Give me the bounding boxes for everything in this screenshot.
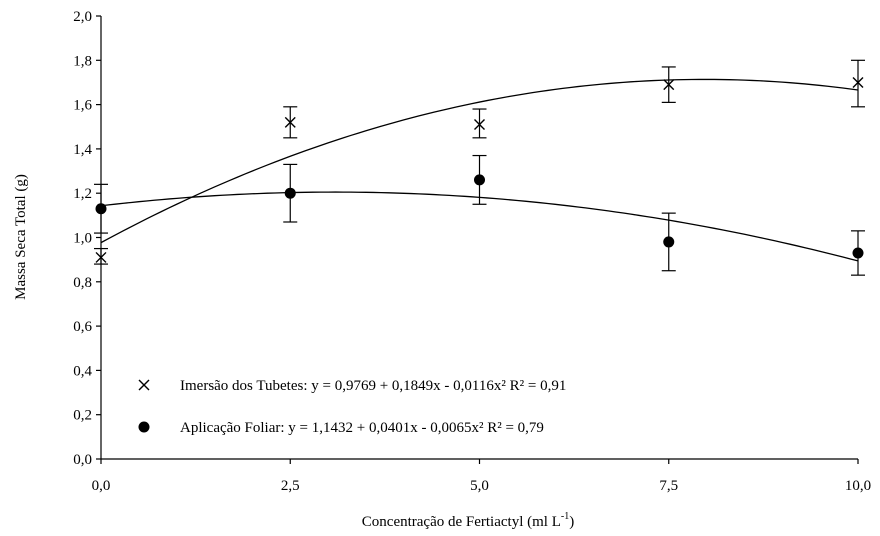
x-marker-stroke <box>663 79 675 91</box>
y-tick-label: 1,2 <box>73 186 92 202</box>
y-axis-label: Massa Seca Total (g) <box>13 174 29 300</box>
x-axis-label-main: Concentração de Fertiactyl (ml L <box>362 514 561 530</box>
x-marker-stroke <box>474 119 485 131</box>
fit-curve-series-1 <box>100 78 859 244</box>
x-tick-label: 2,5 <box>281 478 300 494</box>
y-tick-label: 0,4 <box>73 363 92 379</box>
data-marks <box>94 59 865 276</box>
legend-entry-series-1: Imersão dos Tubetes: y = 0,9769 + 0,1849… <box>180 378 566 394</box>
legend: Imersão dos Tubetes: y = 0,9769 + 0,1849… <box>138 378 566 436</box>
data-point-series-2 <box>284 187 296 199</box>
data-point-series-1 <box>663 79 675 91</box>
x-tick-label: 7,5 <box>659 478 678 494</box>
axes: 0,0 0,2 0,4 0,6 0,8 1,0 1,2 1,4 1,6 1,8 2,0 0,0 2,5 5… <box>73 9 871 494</box>
data-point-series-2 <box>663 236 675 248</box>
y-tick-label: 1,0 <box>73 231 92 247</box>
data-point-series-1 <box>474 119 485 131</box>
x-marker-stroke <box>138 379 150 391</box>
data-point-series-2 <box>95 203 107 215</box>
x-marker-stroke <box>95 251 107 263</box>
y-tick-label: 0,2 <box>73 408 92 424</box>
legend-marker-series-1 <box>138 379 150 391</box>
x-axis-label-end: ) <box>569 514 574 530</box>
error-bar <box>472 108 487 139</box>
data-point-series-2 <box>474 174 485 186</box>
error-bar <box>94 247 108 265</box>
y-tick-label: 0,8 <box>73 275 92 291</box>
y-tick-label: 1,4 <box>73 142 92 158</box>
legend-entry-series-2: Aplicação Foliar: y = 1,1432 + 0,0401x -… <box>180 420 544 436</box>
data-point-series-1 <box>95 251 107 263</box>
legend-marker-series-2 <box>138 421 150 433</box>
data-point-series-2 <box>852 247 864 259</box>
x-axis-label-superscript: -1 <box>561 511 569 522</box>
y-tick-label: 1,8 <box>73 53 92 69</box>
error-bar <box>851 59 865 108</box>
x-marker-stroke <box>852 76 864 88</box>
y-tick-label: 2,0 <box>73 9 92 25</box>
x-tick-label: 5,0 <box>470 478 489 494</box>
x-tick-label: 0,0 <box>92 478 111 494</box>
data-point-series-1 <box>852 76 864 88</box>
x-axis-label: Concentração de Fertiactyl (ml L-1) <box>362 511 574 530</box>
y-tick-label: 0,6 <box>73 319 92 335</box>
x-marker-stroke <box>284 116 296 128</box>
y-tick-label: 0,0 <box>73 452 92 468</box>
data-point-series-1 <box>284 116 296 128</box>
x-tick-label: 10,0 <box>845 478 871 494</box>
y-tick-label: 1,6 <box>73 98 92 114</box>
